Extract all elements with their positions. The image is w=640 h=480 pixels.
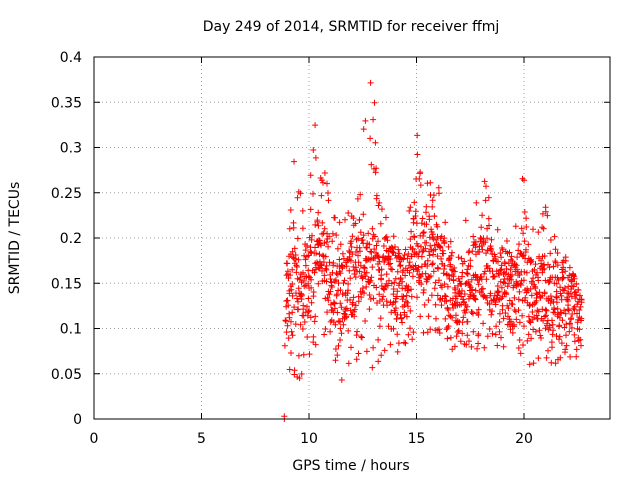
x-tick-label: 10 bbox=[300, 431, 318, 447]
y-tick-label: 0.35 bbox=[51, 95, 82, 111]
x-tick-label: 15 bbox=[408, 431, 426, 447]
data-points bbox=[281, 79, 585, 422]
y-tick-label: 0.15 bbox=[51, 276, 82, 292]
y-tick-label: 0.2 bbox=[60, 231, 82, 247]
y-tick-label: 0.25 bbox=[51, 186, 82, 202]
y-tick-label: 0.3 bbox=[60, 141, 82, 157]
x-tick-label: 0 bbox=[90, 431, 99, 447]
chart-title: Day 249 of 2014, SRMTID for receiver ffm… bbox=[203, 19, 500, 35]
axis-ticks bbox=[93, 56, 610, 420]
x-tick-label: 20 bbox=[515, 431, 533, 447]
scatter-marks bbox=[281, 79, 585, 422]
y-tick-label: 0.05 bbox=[51, 367, 82, 383]
y-axis-label: SRMTID / TECUs bbox=[7, 182, 23, 295]
y-tick-label: 0.4 bbox=[60, 50, 82, 66]
x-axis-tick-labels: 0 5 10 15 20 bbox=[90, 431, 533, 447]
x-tick-label: 5 bbox=[197, 431, 206, 447]
y-tick-label: 0.1 bbox=[60, 322, 82, 338]
x-axis-label: GPS time / hours bbox=[292, 458, 409, 474]
y-axis-tick-labels: 0 0.05 0.1 0.15 0.2 0.25 0.3 0.35 0.4 bbox=[51, 50, 82, 428]
y-tick-label: 0 bbox=[73, 412, 82, 428]
